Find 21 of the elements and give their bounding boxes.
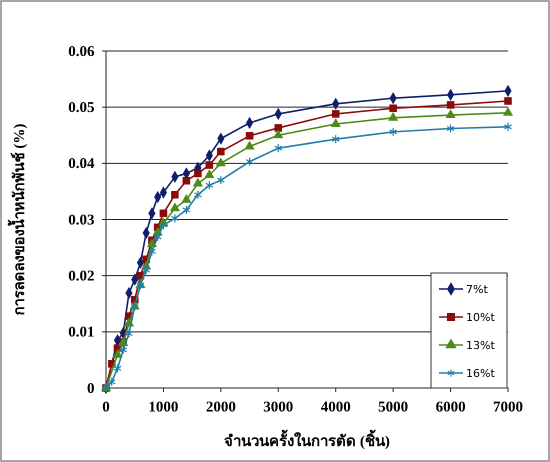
x-axis-title: จำนวนครั้งในการตัด (ชิ้น) (224, 429, 390, 450)
legend-label: 7%t (466, 283, 488, 296)
legend-label: 10%t (466, 311, 496, 324)
legend-label: 16%t (466, 367, 496, 380)
y-tick-label: 0.05 (68, 100, 94, 116)
x-tick-label: 1000 (148, 400, 178, 416)
x-tick-label: 5000 (378, 400, 408, 416)
y-tick-label: 0.04 (68, 156, 95, 172)
y-tick-label: 0 (87, 380, 94, 397)
y-tick-label: 0.01 (68, 324, 94, 341)
y-tick-label: 0.03 (68, 212, 94, 228)
y-tick-label: 0.02 (68, 268, 94, 284)
x-tick-label: 0 (102, 400, 110, 416)
legend-label: 13%t (466, 339, 496, 352)
x-tick-label: 6000 (436, 400, 466, 416)
y-axis-title: การลดลงของน้ำหนักพันช์ (%) (7, 124, 28, 316)
y-tick-label: 0.06 (68, 44, 95, 60)
x-tick-label: 2000 (206, 400, 236, 416)
x-tick-label: 3000 (263, 400, 294, 416)
x-tick-label: 7000 (493, 400, 523, 416)
x-tick-label: 4000 (320, 400, 351, 416)
